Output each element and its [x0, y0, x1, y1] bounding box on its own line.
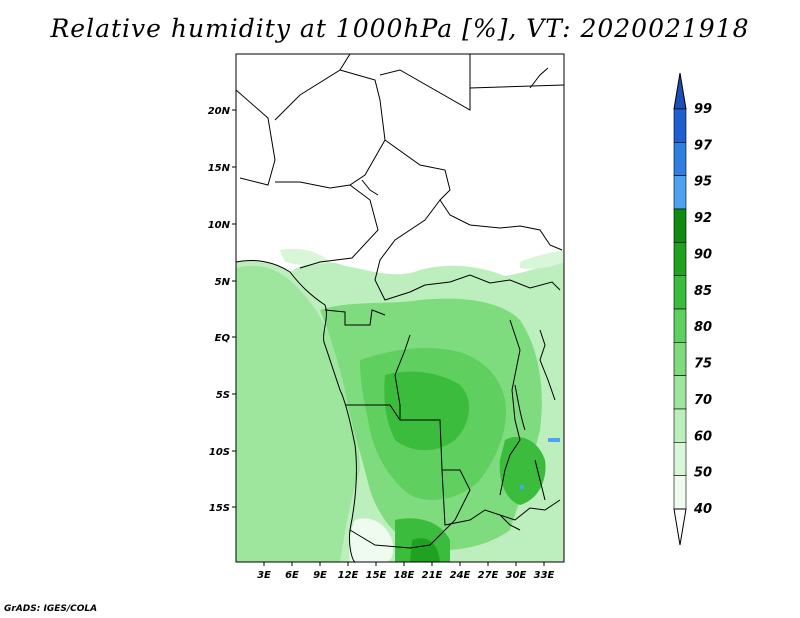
colorbar-label: 40 [693, 502, 712, 517]
colorbar-label: 75 [694, 357, 712, 372]
lat-tick-label: EQ [215, 333, 231, 344]
lon-tick-labels: 3E 6E 9E 12E 15E 18E 21E 24E 27E 30E 33E [257, 570, 554, 581]
colorbar-label: 99 [694, 102, 712, 117]
colorbar-bin [673, 242, 687, 276]
colorbar-bin [673, 208, 687, 243]
lat-tick-label: 5N [215, 277, 231, 288]
colorbar-bin [673, 342, 687, 376]
colorbar-bin [673, 175, 687, 210]
colorbar-bin [673, 108, 687, 143]
colorbar-label: 92 [694, 211, 712, 226]
colorbar-label: 50 [694, 466, 712, 481]
colorbar-bins [673, 108, 687, 510]
colorbar-bin [673, 475, 687, 510]
lon-tick-label: 12E [338, 570, 359, 581]
colorbar-label: 90 [694, 247, 712, 262]
humidity-field [236, 54, 564, 562]
lat-tick-labels: 20N 15N 10N 5N EQ 5S 10S 15S [208, 106, 231, 514]
grads-credit: GrADS: IGES/COLA [4, 604, 98, 614]
lat-tick-label: 15N [208, 163, 231, 174]
lon-tick-label: 3E [257, 570, 271, 581]
colorbar-bin [673, 375, 687, 410]
colorbar-bottom-arrow [673, 508, 687, 546]
axis-ticks [232, 109, 545, 566]
colorbar-bin [673, 142, 687, 176]
lat-tick-label: 15S [209, 503, 230, 514]
colorbar-bin [673, 442, 687, 476]
colorbar-bin [673, 408, 687, 443]
map-title: Relative humidity at 1000hPa [%], VT: 20… [50, 14, 750, 43]
colorbar-label: 97 [694, 138, 713, 153]
lat-tick-label: 10S [209, 447, 230, 458]
map-frame [235, 53, 565, 563]
colorbar-label: 85 [694, 284, 712, 299]
lon-tick-label: 33E [534, 570, 555, 581]
colorbar-bin [673, 275, 687, 310]
country-borders [236, 54, 564, 562]
colorbar-labels: 99 97 95 92 90 85 80 75 70 60 50 40 [693, 102, 713, 517]
lon-tick-label: 18E [394, 570, 415, 581]
lon-tick-label: 21E [422, 570, 443, 581]
lon-tick-label: 30E [506, 570, 527, 581]
colorbar-bin [673, 308, 687, 343]
lon-tick-label: 27E [478, 570, 499, 581]
lon-tick-label: 9E [313, 570, 327, 581]
colorbar-top-arrow [673, 72, 687, 110]
colorbar: 99 97 95 92 90 85 80 75 70 60 50 40 [673, 72, 713, 546]
lat-tick-label: 10N [208, 220, 231, 231]
colorbar-label: 70 [694, 393, 712, 408]
colorbar-label: 95 [694, 175, 712, 190]
colorbar-label: 80 [694, 320, 712, 335]
lat-tick-label: 5S [216, 390, 230, 401]
lat-tick-label: 20N [208, 106, 231, 117]
lon-tick-label: 15E [366, 570, 387, 581]
lon-tick-label: 24E [450, 570, 471, 581]
colorbar-label: 60 [694, 429, 712, 444]
lon-tick-label: 6E [285, 570, 299, 581]
